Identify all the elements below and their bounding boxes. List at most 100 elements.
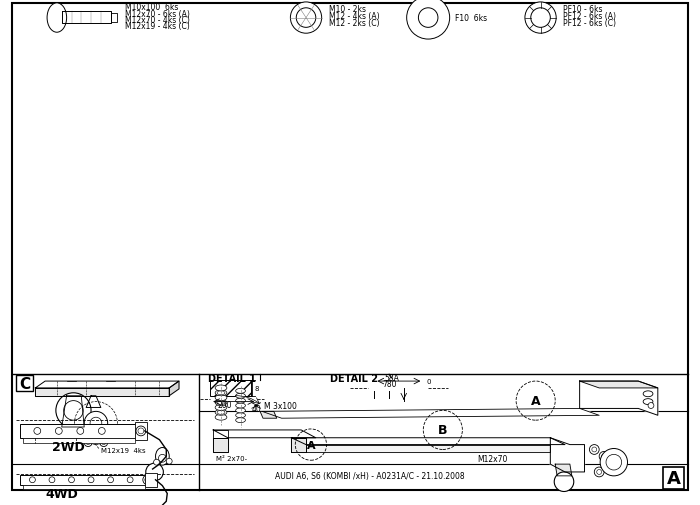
Polygon shape bbox=[214, 438, 228, 452]
Text: M12x70 - 6ks (A): M12x70 - 6ks (A) bbox=[125, 10, 190, 19]
Ellipse shape bbox=[215, 400, 227, 406]
Text: A: A bbox=[666, 469, 680, 487]
Ellipse shape bbox=[215, 385, 227, 391]
Text: 0: 0 bbox=[426, 378, 430, 384]
Bar bbox=[270, 416, 309, 427]
Ellipse shape bbox=[215, 390, 227, 396]
Ellipse shape bbox=[296, 9, 316, 28]
Circle shape bbox=[55, 428, 62, 434]
Ellipse shape bbox=[407, 0, 449, 40]
Polygon shape bbox=[36, 388, 169, 396]
Circle shape bbox=[56, 393, 91, 428]
Bar bbox=[135, 422, 147, 440]
Polygon shape bbox=[550, 438, 584, 472]
Text: PF10 - 6ks: PF10 - 6ks bbox=[563, 5, 603, 14]
Text: B: B bbox=[438, 424, 447, 436]
Ellipse shape bbox=[643, 391, 653, 397]
Ellipse shape bbox=[236, 408, 246, 413]
Circle shape bbox=[604, 460, 614, 469]
Text: DETAIL 1: DETAIL 1 bbox=[209, 373, 256, 383]
Circle shape bbox=[108, 435, 113, 439]
Ellipse shape bbox=[236, 418, 246, 423]
Bar bbox=[22, 485, 145, 489]
Circle shape bbox=[554, 472, 574, 491]
Circle shape bbox=[594, 467, 604, 477]
Circle shape bbox=[108, 477, 113, 483]
Circle shape bbox=[153, 460, 160, 465]
Circle shape bbox=[29, 477, 36, 483]
Text: AUDI A6, S6 (KOMBI /xH) - A0231A/C - 21.10.2008: AUDI A6, S6 (KOMBI /xH) - A0231A/C - 21.… bbox=[274, 472, 464, 480]
Ellipse shape bbox=[215, 410, 227, 416]
Polygon shape bbox=[111, 14, 118, 23]
Text: 8: 8 bbox=[254, 385, 259, 391]
Ellipse shape bbox=[236, 393, 246, 398]
Circle shape bbox=[99, 428, 105, 434]
Polygon shape bbox=[291, 438, 306, 452]
Ellipse shape bbox=[217, 391, 225, 395]
Circle shape bbox=[100, 439, 108, 446]
Polygon shape bbox=[291, 438, 565, 445]
Circle shape bbox=[601, 454, 606, 459]
Text: M12x70: M12x70 bbox=[477, 454, 508, 463]
Circle shape bbox=[88, 477, 94, 483]
Text: M12x19  4ks: M12x19 4ks bbox=[101, 447, 146, 453]
Polygon shape bbox=[36, 381, 179, 388]
Circle shape bbox=[606, 462, 611, 467]
Ellipse shape bbox=[236, 389, 246, 393]
Circle shape bbox=[86, 441, 90, 445]
Polygon shape bbox=[262, 409, 599, 418]
Bar bbox=[20, 475, 147, 485]
Circle shape bbox=[596, 470, 601, 475]
Polygon shape bbox=[62, 396, 84, 427]
Ellipse shape bbox=[155, 447, 169, 465]
Circle shape bbox=[158, 454, 167, 462]
Bar bbox=[16, 376, 34, 391]
Text: 58A: 58A bbox=[384, 373, 399, 382]
Circle shape bbox=[64, 401, 83, 420]
Circle shape bbox=[77, 428, 84, 434]
Circle shape bbox=[94, 437, 98, 441]
Polygon shape bbox=[62, 12, 111, 24]
Text: M12x19 - 4ks (C): M12x19 - 4ks (C) bbox=[125, 22, 190, 31]
Circle shape bbox=[648, 403, 654, 409]
Ellipse shape bbox=[236, 403, 246, 408]
Polygon shape bbox=[260, 412, 276, 418]
Text: M12x70 - 4ks (C): M12x70 - 4ks (C) bbox=[125, 16, 190, 25]
Text: DETAIL 2: DETAIL 2 bbox=[330, 373, 379, 383]
Bar bbox=[145, 473, 157, 487]
Circle shape bbox=[589, 445, 599, 455]
Circle shape bbox=[84, 412, 108, 435]
Circle shape bbox=[102, 441, 106, 445]
Text: Bossow: Bossow bbox=[259, 412, 354, 431]
Text: 200: 200 bbox=[218, 400, 232, 409]
Circle shape bbox=[136, 426, 146, 436]
Circle shape bbox=[79, 435, 83, 439]
Circle shape bbox=[106, 433, 115, 441]
Bar bbox=[663, 467, 684, 489]
Bar bbox=[20, 424, 137, 438]
Ellipse shape bbox=[215, 395, 227, 401]
Circle shape bbox=[90, 418, 101, 429]
Circle shape bbox=[600, 448, 627, 476]
Ellipse shape bbox=[531, 9, 550, 28]
Circle shape bbox=[127, 477, 133, 483]
Ellipse shape bbox=[215, 415, 227, 420]
Text: 40: 40 bbox=[251, 404, 261, 413]
Circle shape bbox=[167, 459, 172, 464]
Text: M10 - 2ks: M10 - 2ks bbox=[328, 5, 365, 14]
Text: parts: parts bbox=[316, 425, 345, 435]
Text: ®: ® bbox=[355, 415, 360, 420]
Ellipse shape bbox=[236, 398, 246, 403]
Circle shape bbox=[49, 477, 55, 483]
Circle shape bbox=[599, 451, 609, 461]
Bar bbox=[210, 380, 251, 396]
Ellipse shape bbox=[290, 3, 322, 34]
Ellipse shape bbox=[419, 9, 438, 28]
Ellipse shape bbox=[215, 405, 227, 411]
Text: C: C bbox=[19, 376, 30, 391]
Polygon shape bbox=[306, 445, 550, 452]
Text: F10  6ks: F10 6ks bbox=[454, 14, 486, 23]
Circle shape bbox=[34, 428, 41, 434]
Polygon shape bbox=[214, 430, 228, 438]
Circle shape bbox=[145, 477, 150, 483]
